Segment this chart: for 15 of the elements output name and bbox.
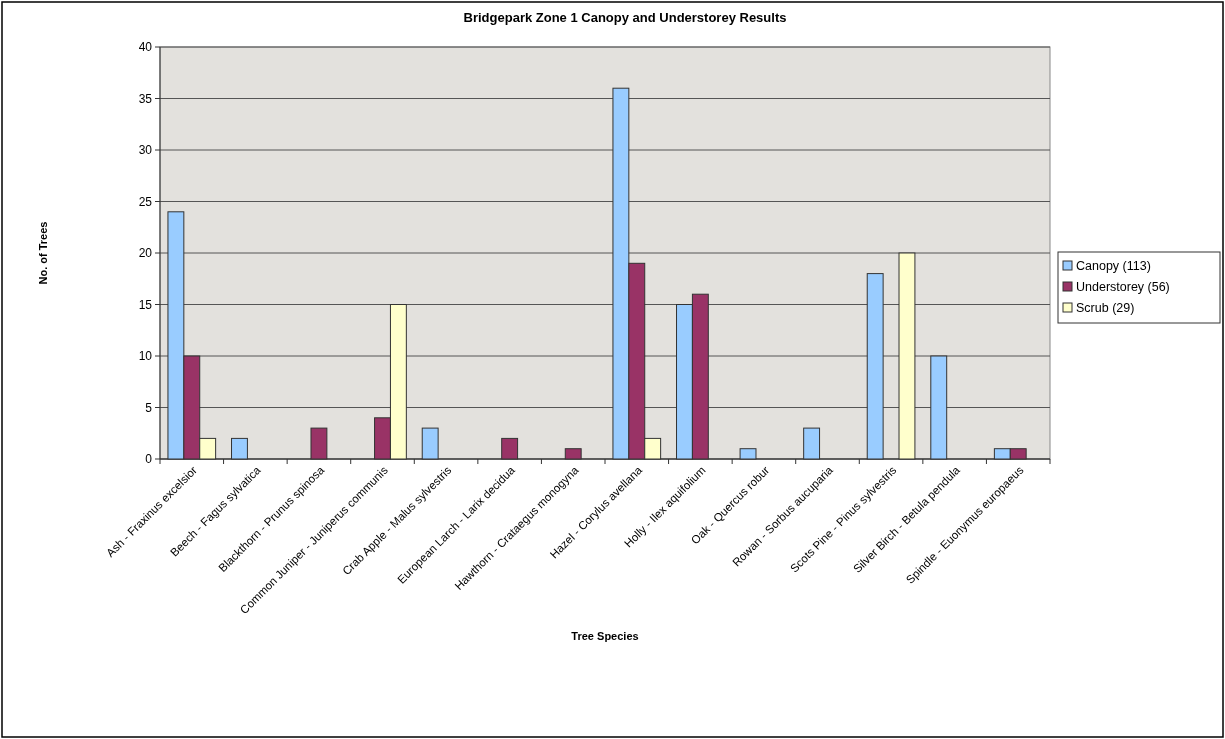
y-tick-label: 5	[145, 400, 153, 415]
y-tick-label: 0	[145, 452, 153, 466]
y-tick-label: 20	[138, 246, 153, 260]
y-tick-label: 30	[138, 143, 153, 157]
y-tick-label: 10	[138, 349, 153, 363]
chart-title: Bridgepark Zone 1 Canopy and Understorey Results	[463, 10, 787, 25]
x-axis-title: Tree Species	[571, 630, 639, 642]
legend-label: Scrub (29)	[1076, 301, 1135, 315]
y-tick-label: 15	[138, 297, 153, 312]
y-axis-title: No. of Trees	[37, 221, 49, 285]
y-tick-label: 25	[138, 194, 153, 209]
legend-label: Canopy (113)	[1076, 259, 1151, 273]
y-tick-label: 40	[138, 40, 153, 54]
y-tick-label: 35	[138, 91, 153, 106]
legend-label: Understorey (56)	[1076, 280, 1170, 294]
